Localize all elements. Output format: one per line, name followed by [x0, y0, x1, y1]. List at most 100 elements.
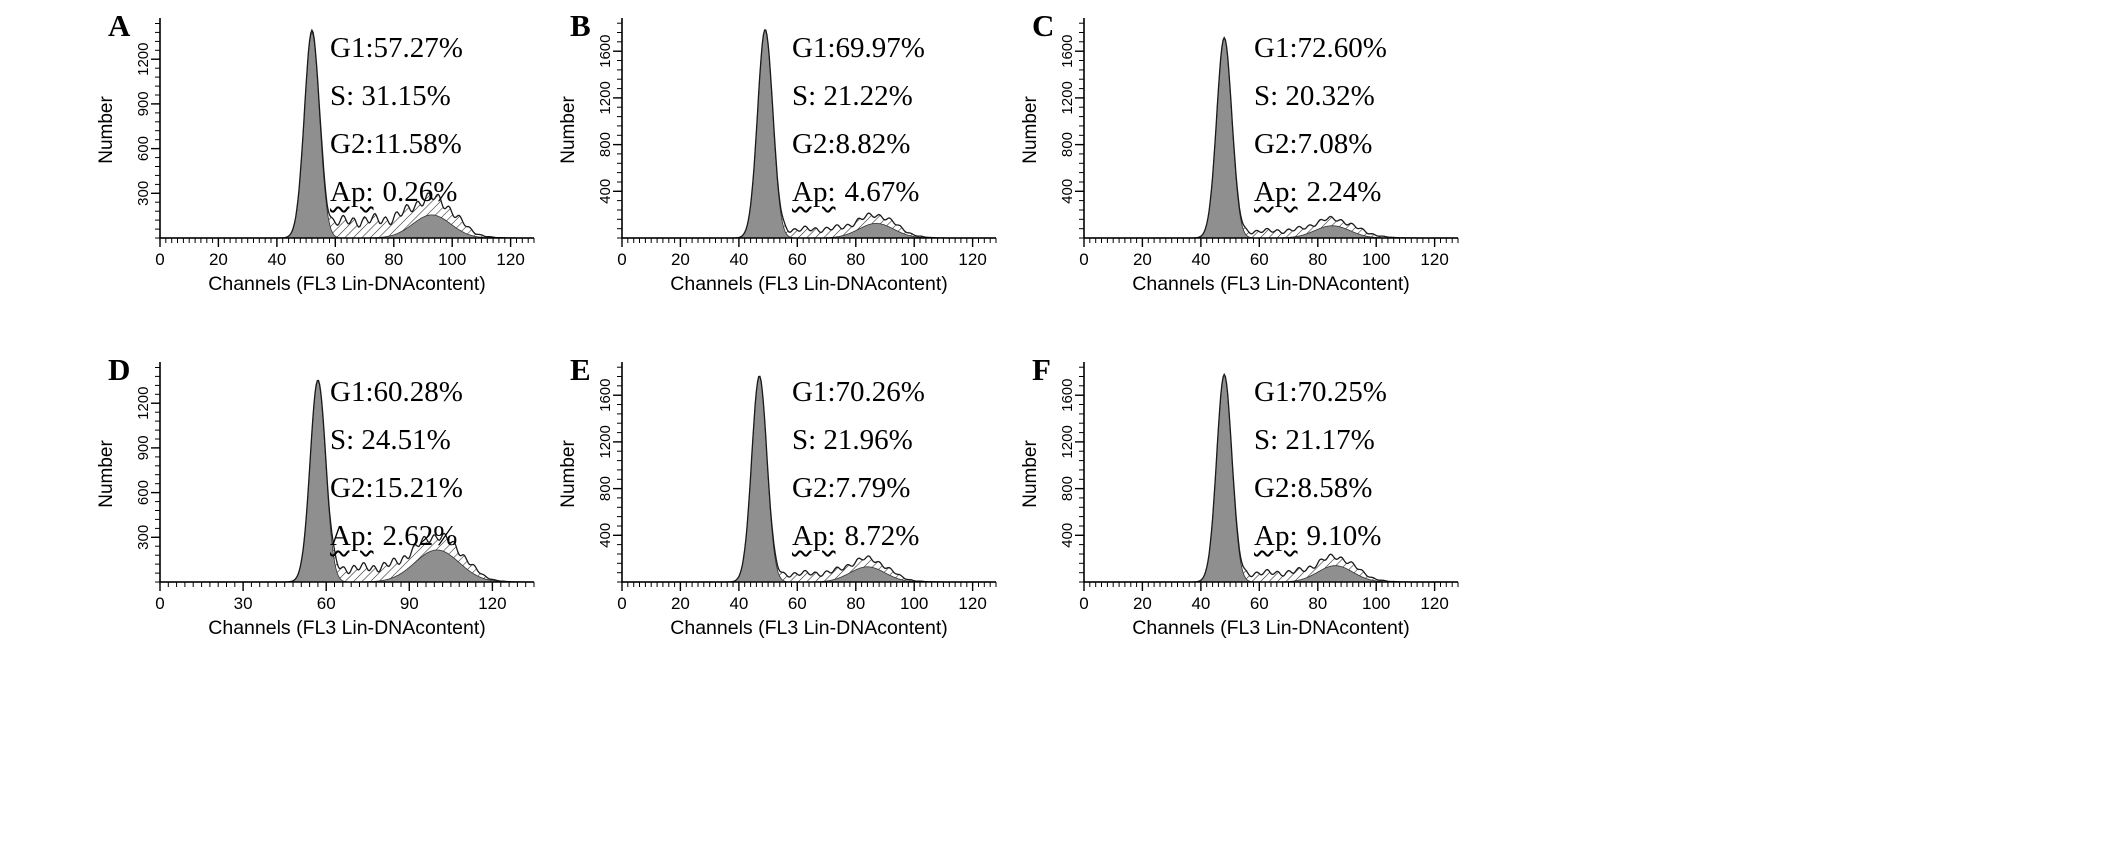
x-tick-label: 100 [438, 250, 466, 269]
y-tick-label: 400 [597, 179, 614, 204]
g1-percentage: G1:72.60% [1254, 32, 1387, 64]
cell-cycle-stats: G1:69.97% S: 21.22% G2:8.82% Ap: 4.67% [792, 24, 925, 216]
g1-percentage: G1:69.97% [792, 32, 925, 64]
ap-percentage: Ap: 2.24% [1254, 168, 1387, 216]
y-tick-label: 400 [597, 523, 614, 548]
x-tick-label: 60 [788, 594, 807, 613]
ap-value: 4.67% [844, 176, 920, 208]
x-tick-label: 0 [1079, 594, 1088, 613]
ap-label: Ap: [792, 520, 836, 552]
x-tick-label: 120 [1420, 250, 1448, 269]
x-tick-label: 120 [478, 594, 506, 613]
g1-peak [1193, 37, 1255, 239]
x-tick-label: 100 [900, 594, 928, 613]
x-tick-label: 80 [384, 250, 403, 269]
flow-histogram-plot: 0 20 40 60 80 100 120 400 800 1200 1600 Channels (F… [1006, 8, 1468, 308]
ap-value: 9.10% [1306, 520, 1382, 552]
flow-histogram-plot: 0 20 40 60 80 100 120 300 600 900 1200 Channels (FL… [82, 8, 544, 308]
x-tick-label: 80 [846, 594, 865, 613]
panel-c: C 0 20 40 60 80 100 120 400 800 1200 1600 Channels … [1006, 8, 1468, 308]
x-axis-title: Channels (FL3 Lin-DNAcontent) [1132, 273, 1409, 295]
panel-b: B 0 20 40 60 80 100 120 400 800 1200 1600 Channels … [544, 8, 1006, 308]
y-tick-label: 1600 [1059, 35, 1076, 68]
y-tick-label: 800 [1059, 476, 1076, 501]
ap-label: Ap: [792, 176, 836, 208]
g1-percentage: G1:57.27% [330, 32, 463, 64]
ap-label: Ap: [1254, 176, 1298, 208]
flow-histogram-plot: 0 30 60 90 120 300 600 900 1200 Channels (FL3 Lin… [82, 352, 544, 652]
x-tick-label: 0 [617, 594, 626, 613]
y-tick-label: 1200 [135, 387, 152, 420]
panel-f: F 0 20 40 60 80 100 120 400 800 1200 1600 Channels … [1006, 352, 1468, 652]
flow-histogram-plot: 0 20 40 60 80 100 120 400 800 1200 1600 Channels (F… [544, 8, 1006, 308]
ap-label: Ap: [330, 176, 374, 208]
flow-histogram-svg: 0 30 60 90 120 300 600 900 1200 Channels (FL3 Lin… [96, 362, 535, 639]
s-percentage: S: 21.22% [792, 80, 913, 112]
g1-percentage: G1:70.26% [792, 376, 925, 408]
flow-histogram-svg: 0 20 40 60 80 100 120 400 800 1200 1600 Channels (F… [1020, 18, 1459, 295]
y-tick-label: 1200 [1059, 81, 1076, 114]
x-axis-title: Channels (FL3 Lin-DNAcontent) [670, 617, 947, 639]
y-tick-label: 300 [135, 181, 152, 206]
y-axis-title: Number [96, 440, 117, 508]
flow-histogram-plot: 0 20 40 60 80 100 120 400 800 1200 1600 Channels (F… [544, 352, 1006, 652]
x-tick-label: 80 [846, 250, 865, 269]
y-tick-label: 400 [1059, 179, 1076, 204]
x-tick-label: 100 [1362, 250, 1390, 269]
cell-cycle-stats: G1:70.25% S: 21.17% G2:8.58% Ap: 9.10% [1254, 368, 1387, 560]
x-tick-label: 120 [496, 250, 524, 269]
x-tick-label: 100 [900, 250, 928, 269]
ap-label: Ap: [330, 520, 374, 552]
g1-peak [734, 29, 796, 239]
ap-value: 2.62% [382, 520, 458, 552]
y-tick-label: 1200 [1059, 425, 1076, 458]
x-tick-label: 20 [1133, 250, 1152, 269]
flow-histogram-plot: 0 20 40 60 80 100 120 400 800 1200 1600 Channels (F… [1006, 352, 1468, 652]
g2-percentage: G2:11.58% [330, 128, 462, 160]
g2-percentage: G2:7.79% [792, 472, 911, 504]
panel-a: A 0 20 40 60 80 100 120 300 600 900 1200 Channels (… [82, 8, 544, 308]
x-axis-title: Channels (FL3 Lin-DNAcontent) [208, 273, 485, 295]
x-axis-title: Channels (FL3 Lin-DNAcontent) [670, 273, 947, 295]
panel-letter: C [1032, 8, 1055, 43]
panel-e: E 0 20 40 60 80 100 120 400 800 1200 1600 Channels … [544, 352, 1006, 652]
x-tick-label: 60 [1250, 594, 1269, 613]
g1-peak [728, 376, 790, 583]
flow-cytometry-figure: A 0 20 40 60 80 100 120 300 600 900 1200 Channels (… [82, 8, 1468, 652]
ap-percentage: Ap: 0.26% [330, 168, 463, 216]
g1-percentage: G1:60.28% [330, 376, 463, 408]
g1-peak [1193, 374, 1255, 583]
panel-letter: B [570, 8, 591, 43]
y-tick-label: 1600 [597, 35, 614, 68]
panel-d: D 0 30 60 90 120 300 600 900 1200 Channels (FL3 L… [82, 352, 544, 652]
x-tick-label: 40 [729, 594, 748, 613]
y-tick-label: 800 [597, 476, 614, 501]
ap-percentage: Ap: 8.72% [792, 512, 925, 560]
y-tick-label: 900 [135, 435, 152, 460]
y-tick-label: 600 [135, 480, 152, 505]
x-tick-label: 60 [326, 250, 345, 269]
y-axis-title: Number [1020, 440, 1041, 508]
x-tick-label: 20 [209, 250, 228, 269]
ap-label: Ap: [1254, 520, 1298, 552]
ap-percentage: Ap: 4.67% [792, 168, 925, 216]
x-tick-label: 20 [1133, 594, 1152, 613]
panel-letter: A [108, 8, 131, 43]
x-tick-label: 20 [671, 594, 690, 613]
x-axis-title: Channels (FL3 Lin-DNAcontent) [1132, 617, 1409, 639]
cell-cycle-stats: G1:60.28% S: 24.51% G2:15.21% Ap: 2.62% [330, 368, 463, 560]
x-axis-title: Channels (FL3 Lin-DNAcontent) [208, 617, 485, 639]
g2-percentage: G2:15.21% [330, 472, 463, 504]
x-tick-label: 0 [155, 594, 164, 613]
x-tick-label: 40 [267, 250, 286, 269]
cell-cycle-stats: G1:57.27% S: 31.15% G2:11.58% Ap: 0.26% [330, 24, 463, 216]
x-tick-label: 80 [1308, 250, 1327, 269]
x-tick-label: 40 [1191, 594, 1210, 613]
x-tick-label: 0 [155, 250, 164, 269]
flow-histogram-svg: 0 20 40 60 80 100 120 400 800 1200 1600 Channels (F… [558, 18, 997, 295]
y-tick-label: 600 [135, 136, 152, 161]
flow-histogram-svg: 0 20 40 60 80 100 120 400 800 1200 1600 Channels (F… [1020, 362, 1459, 639]
s-percentage: S: 21.96% [792, 424, 913, 456]
ap-value: 8.72% [844, 520, 920, 552]
y-tick-label: 1200 [597, 81, 614, 114]
